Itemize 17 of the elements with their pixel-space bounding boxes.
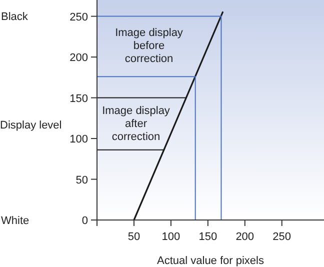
x-tick-label: 50 (128, 231, 140, 243)
x-tick-label: 250 (272, 231, 292, 243)
text: White (1, 215, 30, 227)
y-tick-label: 50 (76, 174, 88, 186)
x-axis-title: Actual value for pixels (157, 255, 264, 267)
y-tick-label: 150 (70, 92, 88, 105)
text: Black (1, 11, 28, 23)
annotation: Image display after correction (102, 105, 170, 143)
y-tick-label: 250 (70, 11, 88, 24)
x-tick-label: 100 (162, 231, 180, 243)
annotation: Image display before correction (115, 27, 184, 65)
x-tick-label: 200 (236, 231, 254, 243)
y-axis-title: Display level (0, 119, 62, 132)
x-tick-label: 150 (198, 231, 218, 243)
y-tick-label: 100 (70, 134, 88, 146)
y-tick-label: 0 (82, 215, 88, 227)
y-tick-label: 200 (70, 52, 88, 64)
